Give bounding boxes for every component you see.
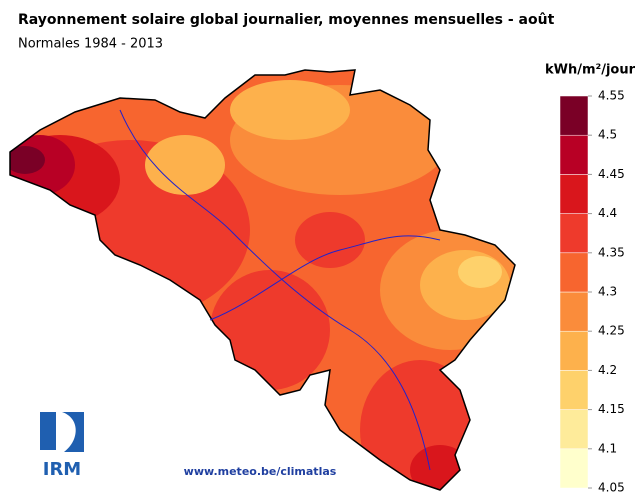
legend-swatch <box>559 252 589 293</box>
legend-swatch <box>559 370 589 410</box>
logo-mark <box>40 412 84 452</box>
legend-tick-label: 4.05 <box>598 481 625 495</box>
legend-tick-label: 4.15 <box>598 402 625 416</box>
legend-tick-label: 4.35 <box>598 245 625 259</box>
region <box>10 146 45 174</box>
legend-unit: kWh/m²/jour <box>545 63 636 78</box>
region <box>295 212 365 268</box>
legend-swatch <box>559 409 589 450</box>
title: Rayonnement solaire global journalier, m… <box>18 12 555 28</box>
region <box>230 80 350 140</box>
subtitle: Normales 1984 - 2013 <box>18 37 163 52</box>
river <box>119 109 431 471</box>
country-border <box>9 69 516 491</box>
source-url: www.meteo.be/climatlas <box>184 465 337 478</box>
legend-tick-label: 4.2 <box>598 363 617 377</box>
legend-tick-label: 4.4 <box>598 206 617 220</box>
legend: 4.05 4.1 4.15 4.2 4.25 4.3 4.35 4.4 4.45 4.5 4.55 <box>559 89 625 495</box>
legend-tick-label: 4.3 <box>598 285 617 299</box>
river <box>209 235 441 321</box>
legend-tick-label: 4.5 <box>598 128 617 142</box>
logo-text: IRM <box>43 459 81 480</box>
region <box>410 445 470 490</box>
legend-swatch <box>559 291 589 332</box>
legend-swatch <box>559 95 589 136</box>
legend-swatch <box>559 448 589 489</box>
legend-swatch <box>559 134 589 175</box>
legend-tick-label: 4.45 <box>598 167 625 181</box>
region <box>458 256 502 288</box>
region <box>210 270 330 390</box>
region <box>145 135 225 195</box>
legend-swatch <box>559 330 589 371</box>
legend-tick-label: 4.1 <box>598 441 617 455</box>
legend-tick-label: 4.55 <box>598 89 625 103</box>
legend-swatch <box>559 174 589 214</box>
legend-swatch <box>559 213 589 254</box>
legend-tick-label: 4.25 <box>598 324 625 338</box>
